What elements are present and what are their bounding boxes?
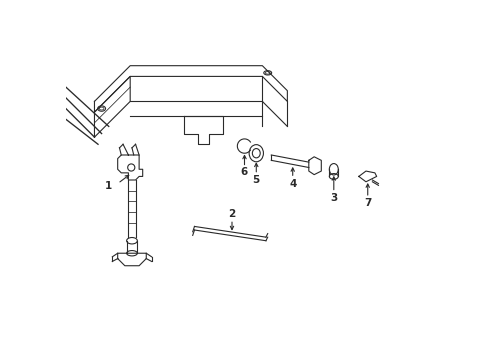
Text: 6: 6 bbox=[241, 167, 247, 177]
Text: 7: 7 bbox=[363, 198, 371, 208]
Text: 2: 2 bbox=[228, 209, 235, 219]
Text: 3: 3 bbox=[329, 193, 337, 203]
Text: 5: 5 bbox=[252, 175, 260, 185]
Text: 1: 1 bbox=[105, 181, 112, 191]
Text: 4: 4 bbox=[288, 179, 296, 189]
